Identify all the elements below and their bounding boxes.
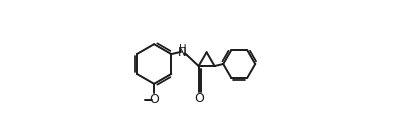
Text: O: O [195,92,204,105]
Text: N: N [178,46,187,59]
Text: H: H [179,44,187,54]
Text: O: O [149,93,159,106]
